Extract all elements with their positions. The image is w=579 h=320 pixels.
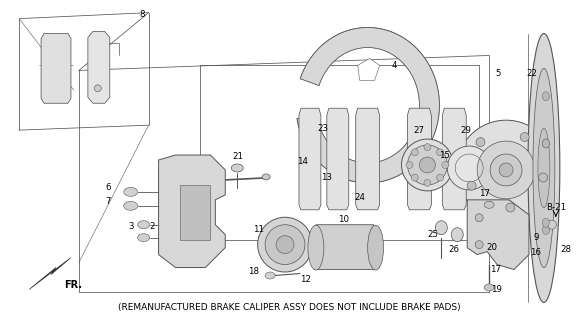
Ellipse shape — [467, 181, 476, 190]
Ellipse shape — [411, 174, 418, 181]
Polygon shape — [299, 108, 321, 210]
Ellipse shape — [543, 226, 549, 235]
Polygon shape — [41, 34, 71, 103]
Ellipse shape — [476, 138, 485, 147]
Ellipse shape — [543, 92, 549, 101]
Ellipse shape — [424, 144, 431, 150]
Polygon shape — [29, 258, 71, 289]
Polygon shape — [314, 225, 376, 269]
Polygon shape — [181, 185, 210, 240]
Text: 29: 29 — [461, 126, 472, 135]
Text: 11: 11 — [252, 225, 263, 234]
Ellipse shape — [138, 234, 149, 242]
Ellipse shape — [437, 149, 444, 156]
Ellipse shape — [94, 85, 101, 92]
Ellipse shape — [411, 149, 418, 156]
Ellipse shape — [538, 173, 548, 182]
Text: 12: 12 — [301, 275, 312, 284]
Ellipse shape — [231, 164, 243, 172]
Text: 17: 17 — [490, 265, 501, 274]
Text: 24: 24 — [354, 193, 365, 202]
Text: 6: 6 — [105, 183, 111, 192]
Ellipse shape — [528, 34, 560, 302]
Polygon shape — [159, 155, 225, 268]
Text: 14: 14 — [298, 157, 309, 166]
Ellipse shape — [533, 68, 555, 268]
Text: 22: 22 — [526, 69, 537, 78]
Ellipse shape — [499, 163, 513, 177]
Polygon shape — [88, 32, 110, 103]
Ellipse shape — [490, 154, 522, 186]
Ellipse shape — [437, 174, 444, 181]
Text: 21: 21 — [233, 151, 244, 161]
Ellipse shape — [543, 139, 549, 148]
Polygon shape — [327, 108, 349, 210]
Ellipse shape — [484, 284, 494, 291]
Ellipse shape — [265, 225, 305, 265]
Text: 23: 23 — [317, 124, 328, 132]
Text: 17: 17 — [479, 189, 490, 198]
Ellipse shape — [138, 221, 149, 229]
Ellipse shape — [124, 201, 138, 210]
Text: (REMANUFACTURED BRAKE CALIPER ASSY DOES NOT INCLUDE BRAKE PADS): (REMANUFACTURED BRAKE CALIPER ASSY DOES … — [118, 303, 460, 312]
Text: 27: 27 — [413, 126, 424, 135]
Ellipse shape — [448, 146, 491, 190]
Ellipse shape — [124, 188, 138, 196]
Ellipse shape — [368, 225, 384, 270]
Ellipse shape — [262, 174, 270, 180]
Ellipse shape — [435, 221, 448, 235]
Ellipse shape — [408, 145, 448, 185]
Ellipse shape — [308, 225, 324, 270]
Ellipse shape — [520, 132, 529, 141]
Ellipse shape — [506, 203, 515, 212]
Ellipse shape — [276, 236, 294, 253]
Text: 8: 8 — [139, 10, 144, 19]
Text: 26: 26 — [449, 245, 460, 254]
Text: FR.: FR. — [64, 280, 82, 291]
Text: 16: 16 — [530, 248, 541, 257]
Ellipse shape — [543, 139, 549, 148]
Ellipse shape — [442, 162, 449, 168]
Text: 18: 18 — [248, 267, 259, 276]
Text: 15: 15 — [439, 150, 450, 160]
Ellipse shape — [456, 120, 556, 220]
Text: B-21: B-21 — [546, 203, 566, 212]
Text: 4: 4 — [392, 61, 397, 70]
Text: 25: 25 — [427, 230, 438, 239]
Ellipse shape — [419, 157, 435, 173]
Text: 9: 9 — [533, 233, 538, 242]
Polygon shape — [467, 200, 529, 269]
Text: 7: 7 — [105, 197, 111, 206]
Text: 28: 28 — [560, 245, 571, 254]
Polygon shape — [358, 59, 380, 80]
Ellipse shape — [451, 228, 463, 242]
Polygon shape — [408, 108, 431, 210]
Text: 10: 10 — [338, 215, 349, 224]
Ellipse shape — [401, 139, 453, 191]
Polygon shape — [297, 28, 439, 183]
Ellipse shape — [406, 162, 413, 168]
Ellipse shape — [265, 272, 275, 279]
Ellipse shape — [538, 128, 550, 208]
Text: 20: 20 — [486, 243, 497, 252]
Text: 19: 19 — [490, 285, 501, 294]
Ellipse shape — [484, 201, 494, 208]
Text: 2: 2 — [150, 222, 155, 231]
Ellipse shape — [475, 241, 483, 249]
Ellipse shape — [258, 217, 313, 272]
Text: 13: 13 — [321, 173, 332, 182]
Polygon shape — [356, 108, 380, 210]
Polygon shape — [442, 108, 466, 210]
Ellipse shape — [475, 214, 483, 222]
Ellipse shape — [547, 220, 556, 229]
Ellipse shape — [543, 219, 549, 228]
Ellipse shape — [424, 180, 431, 186]
Text: 5: 5 — [496, 69, 501, 78]
Ellipse shape — [477, 141, 535, 199]
Text: 3: 3 — [128, 222, 133, 231]
